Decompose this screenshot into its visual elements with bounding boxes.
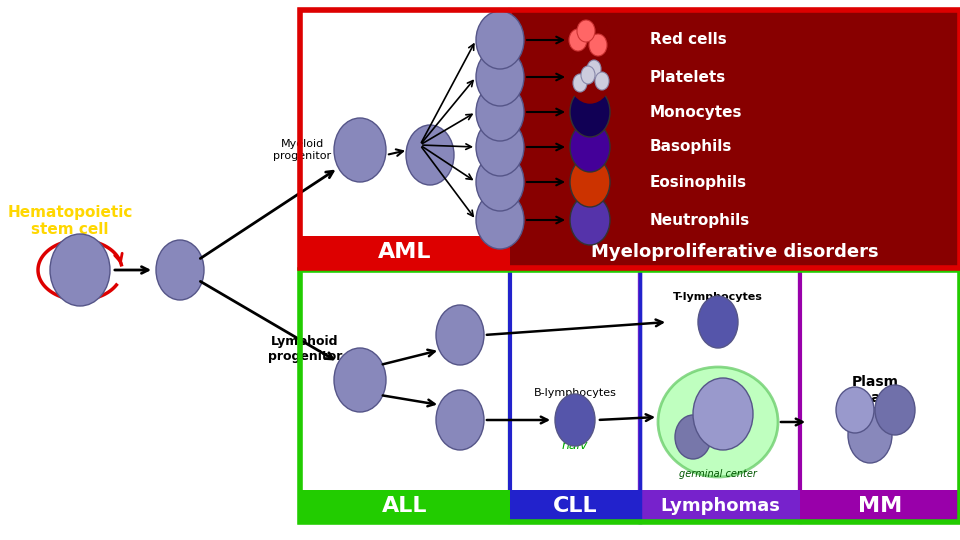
Ellipse shape bbox=[577, 20, 595, 42]
FancyBboxPatch shape bbox=[510, 236, 960, 268]
Ellipse shape bbox=[334, 118, 386, 182]
FancyBboxPatch shape bbox=[300, 10, 510, 268]
Ellipse shape bbox=[570, 157, 610, 207]
Text: Plasm
a
cells: Plasm a cells bbox=[852, 375, 899, 421]
Text: CLL: CLL bbox=[553, 496, 597, 516]
Text: ALL: ALL bbox=[382, 496, 428, 516]
FancyBboxPatch shape bbox=[510, 490, 640, 522]
Text: Monocytes: Monocytes bbox=[650, 105, 742, 119]
FancyBboxPatch shape bbox=[640, 490, 800, 522]
Text: B-lymphocytes: B-lymphocytes bbox=[534, 388, 616, 398]
Ellipse shape bbox=[595, 72, 609, 90]
Ellipse shape bbox=[436, 305, 484, 365]
Ellipse shape bbox=[569, 51, 611, 103]
Ellipse shape bbox=[581, 66, 595, 84]
Ellipse shape bbox=[675, 415, 711, 459]
Ellipse shape bbox=[156, 240, 204, 300]
Ellipse shape bbox=[476, 191, 524, 249]
Ellipse shape bbox=[836, 387, 874, 433]
Text: Myeloid
progenitor: Myeloid progenitor bbox=[273, 139, 331, 161]
Ellipse shape bbox=[555, 394, 595, 446]
Text: germinal center: germinal center bbox=[679, 469, 756, 479]
FancyBboxPatch shape bbox=[800, 490, 960, 522]
Ellipse shape bbox=[698, 296, 738, 348]
Ellipse shape bbox=[476, 11, 524, 69]
FancyBboxPatch shape bbox=[510, 270, 640, 522]
Ellipse shape bbox=[658, 367, 778, 477]
Text: Myeloproliferative disorders: Myeloproliferative disorders bbox=[591, 243, 878, 261]
Text: Hematopoietic
stem cell: Hematopoietic stem cell bbox=[8, 205, 132, 238]
Ellipse shape bbox=[570, 122, 610, 172]
Text: Lymphomas: Lymphomas bbox=[660, 497, 780, 515]
Ellipse shape bbox=[573, 74, 587, 92]
Text: Basophils: Basophils bbox=[650, 139, 732, 154]
FancyBboxPatch shape bbox=[800, 270, 960, 522]
FancyBboxPatch shape bbox=[300, 270, 510, 522]
FancyBboxPatch shape bbox=[300, 236, 510, 268]
Ellipse shape bbox=[848, 407, 892, 463]
Ellipse shape bbox=[570, 52, 610, 102]
Ellipse shape bbox=[587, 60, 601, 78]
Ellipse shape bbox=[589, 34, 607, 56]
Text: AML: AML bbox=[378, 242, 432, 262]
Ellipse shape bbox=[436, 390, 484, 450]
Ellipse shape bbox=[476, 118, 524, 176]
Ellipse shape bbox=[570, 15, 610, 65]
Ellipse shape bbox=[476, 153, 524, 211]
Ellipse shape bbox=[693, 378, 753, 450]
Text: Lymphoid
progenitor: Lymphoid progenitor bbox=[268, 335, 342, 363]
Ellipse shape bbox=[875, 385, 915, 435]
Ellipse shape bbox=[334, 348, 386, 412]
Ellipse shape bbox=[570, 195, 610, 245]
Ellipse shape bbox=[476, 83, 524, 141]
FancyBboxPatch shape bbox=[300, 490, 510, 522]
Ellipse shape bbox=[476, 48, 524, 106]
Text: MM: MM bbox=[858, 496, 902, 516]
Ellipse shape bbox=[570, 87, 610, 137]
Text: T-lymphocytes: T-lymphocytes bbox=[673, 292, 763, 302]
Text: Red cells: Red cells bbox=[650, 32, 727, 48]
Ellipse shape bbox=[569, 14, 611, 66]
FancyBboxPatch shape bbox=[640, 270, 800, 522]
Text: Eosinophils: Eosinophils bbox=[650, 174, 747, 190]
Ellipse shape bbox=[50, 234, 110, 306]
Text: Platelets: Platelets bbox=[650, 70, 727, 84]
Text: Neutrophils: Neutrophils bbox=[650, 213, 751, 227]
Ellipse shape bbox=[569, 29, 587, 51]
FancyBboxPatch shape bbox=[510, 10, 960, 268]
Ellipse shape bbox=[406, 125, 454, 185]
Text: naïv: naïv bbox=[562, 439, 588, 452]
